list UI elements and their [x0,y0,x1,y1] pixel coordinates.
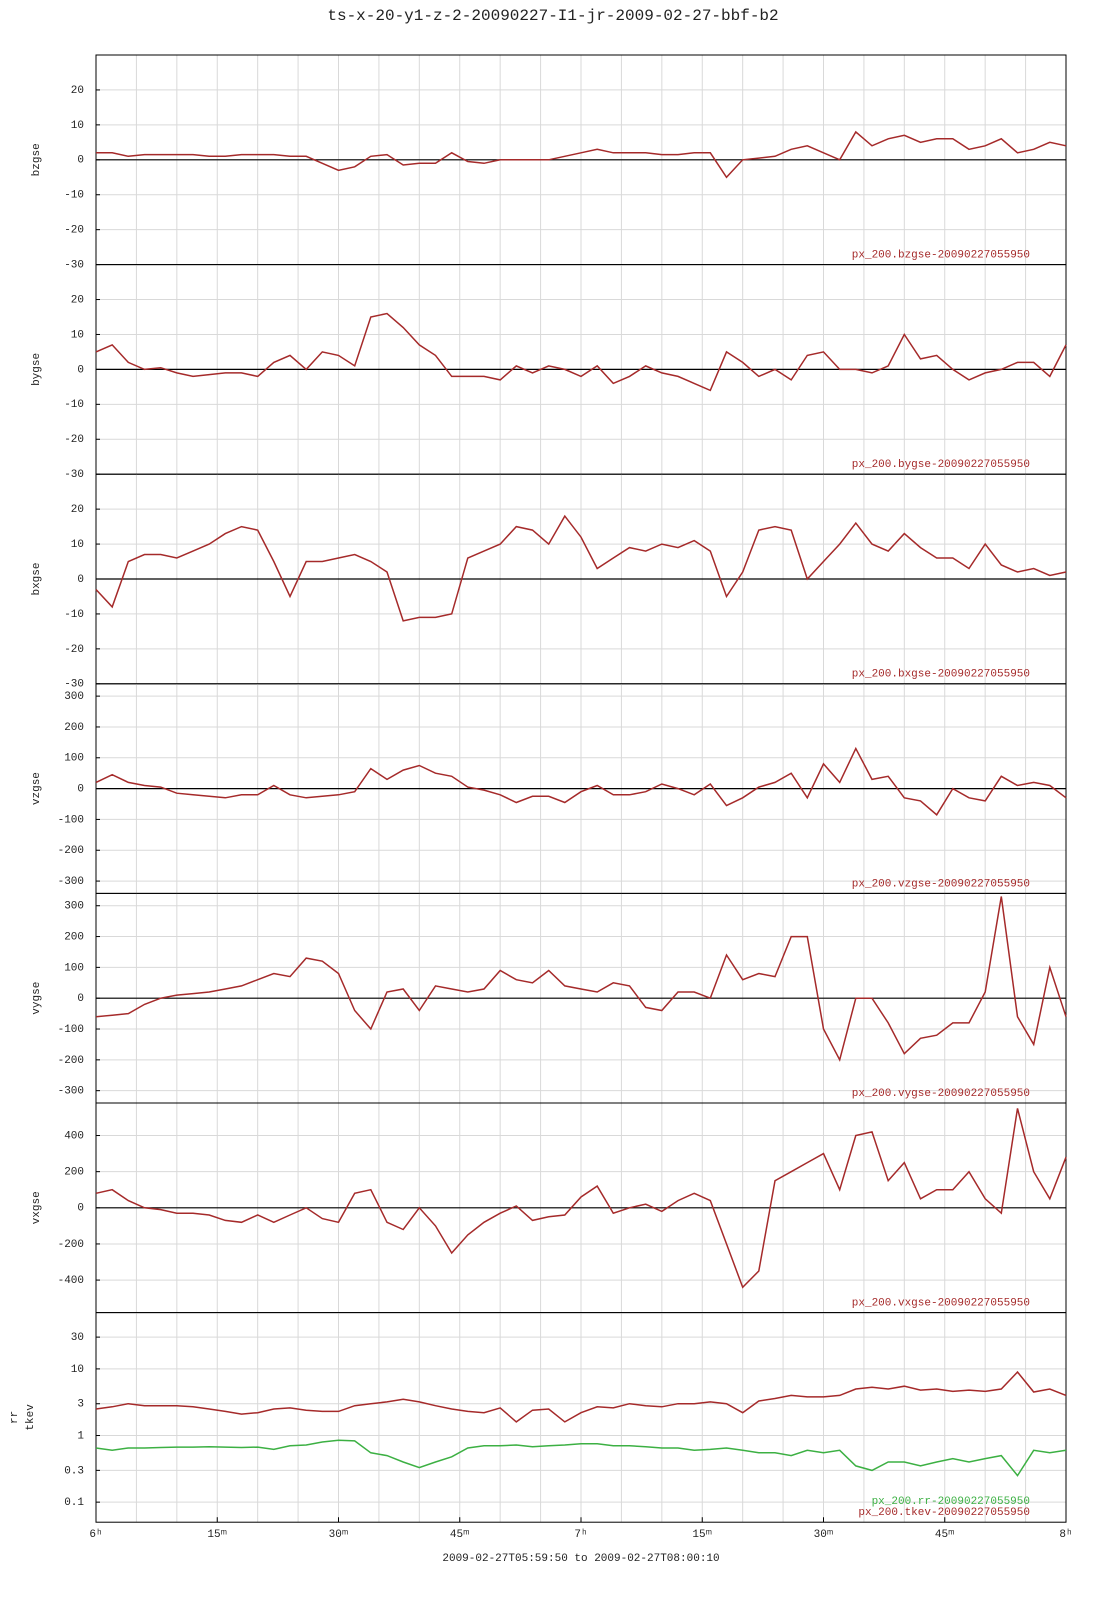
y-tick-label: 0 [77,1203,84,1215]
y-axis-label: rr [9,1411,21,1424]
y-tick-label: 20 [71,85,84,97]
series-line [95,312,1067,392]
y-tick-label: -100 [58,1024,84,1036]
y-tick-label: -400 [58,1275,84,1287]
y-tick-label: 0 [77,155,84,167]
series-annotation: px_200.bygse-20090227055950 [852,459,1030,471]
series-annotation: px_200.vxgse-20090227055950 [852,1298,1030,1310]
y-tick-label: -20 [64,644,84,656]
y-tick-label: -30 [64,260,84,272]
x-tick-label: 7ʰ [574,1529,587,1541]
y-tick-label: 10 [71,1364,84,1376]
series-line [96,130,1067,179]
y-tick-label: 0.1 [64,1497,84,1509]
y-tick-label: -10 [64,399,84,411]
y-tick-label: 200 [64,1167,84,1179]
x-tick-label: 8ʰ [1059,1529,1072,1541]
x-tick-label: 6ʰ [89,1529,102,1541]
y-axis-label: bzgse [31,143,43,176]
y-tick-label: 400 [64,1130,84,1142]
series-annotation: px_200.bxgse-20090227055950 [852,669,1030,681]
y-tick-label: -10 [64,609,84,621]
y-tick-label: -20 [64,434,84,446]
y-tick-label: 30 [71,1332,84,1344]
y-tick-label: 10 [71,329,84,341]
y-tick-label: 0.3 [64,1465,84,1477]
y-axis-label: bygse [31,353,43,386]
y-tick-label: -30 [64,469,84,481]
y-tick-label: 1 [77,1430,84,1442]
series-annotation: px_200.bzgse-20090227055950 [852,250,1030,262]
y-axis-label: vxgse [31,1191,43,1224]
series-annotation: px_200.vygse-20090227055950 [852,1088,1030,1100]
x-axis-label: 2009-02-27T05:59:50 to 2009-02-27T08:00:… [442,1553,719,1565]
series-line [95,1370,1067,1423]
y-axis-label: bxgse [31,562,43,595]
x-tick-label: 15ᵐ [692,1529,712,1541]
y-tick-label: 100 [64,753,84,765]
y-tick-label: 0 [77,574,84,586]
y-tick-label: 20 [71,504,84,516]
y-tick-label: -10 [64,190,84,202]
y-tick-label: -300 [58,1086,84,1098]
y-tick-label: 20 [71,294,84,306]
series-annotation: px_200.tkev-20090227055950 [858,1507,1030,1519]
x-tick-label: 30ᵐ [814,1529,834,1541]
x-tick-label: 45ᵐ [450,1529,470,1541]
y-axis-label: vzgse [31,772,43,805]
y-tick-label: 10 [71,120,84,132]
y-tick-label: -300 [58,876,84,888]
y-tick-label: 3 [77,1399,84,1411]
series-line [95,1108,1067,1289]
y-tick-label: -200 [58,845,84,857]
y-axis-label: tkev [25,1404,37,1431]
x-tick-label: 30ᵐ [329,1529,349,1541]
y-axis-label: vygse [31,982,43,1015]
y-tick-label: 0 [77,993,84,1005]
y-tick-label: 300 [64,901,84,913]
y-tick-label: 0 [77,364,84,376]
y-tick-label: 200 [64,722,84,734]
series-line [95,896,1067,1062]
series-line [95,1439,1067,1477]
x-tick-label: 15ᵐ [207,1529,227,1541]
y-tick-label: 10 [71,539,84,551]
y-tick-label: 200 [64,931,84,943]
y-tick-label: -200 [58,1055,84,1067]
series-line [95,514,1067,622]
y-tick-label: 300 [64,691,84,703]
y-tick-label: 0 [77,784,84,796]
series-annotation: px_200.rr-20090227055950 [872,1496,1030,1508]
y-tick-label: -100 [58,814,84,826]
x-tick-label: 45ᵐ [935,1529,955,1541]
y-tick-label: -200 [58,1239,84,1251]
y-tick-label: 100 [64,962,84,974]
y-tick-label: -30 [64,679,84,691]
y-tick-label: -20 [64,225,84,237]
series-line [95,746,1067,816]
series-annotation: px_200.vzgse-20090227055950 [852,878,1030,890]
chart-title: ts-x-20-y1-z-2-20090227-I1-jr-2009-02-27… [327,7,778,25]
